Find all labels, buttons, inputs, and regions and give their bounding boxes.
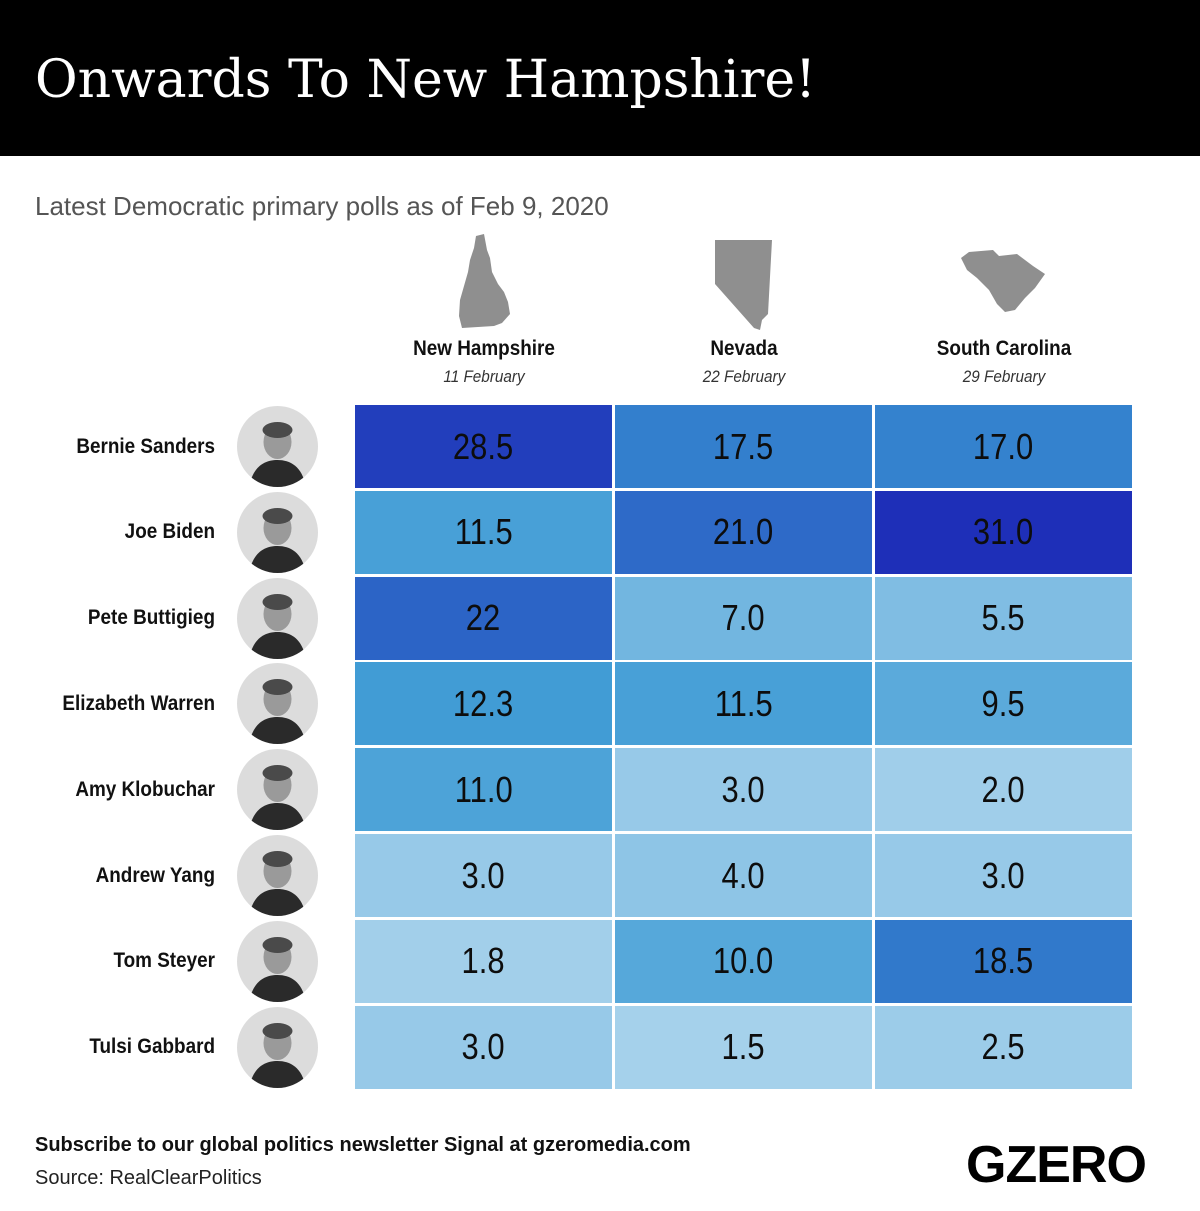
poll-cell-tulsi-gabbard-new-hampshire: 3.0 — [355, 1005, 612, 1089]
poll-value: 3.0 — [461, 854, 506, 896]
poll-value: 21.0 — [713, 511, 774, 553]
candidate-name-tom-steyer: Tom Steyer — [113, 949, 215, 973]
poll-value: 1.8 — [461, 940, 506, 982]
poll-value: 11.0 — [454, 768, 513, 810]
poll-value: 22 — [466, 597, 501, 639]
poll-cell-elizabeth-warren-south-carolina: 9.5 — [875, 662, 1132, 746]
poll-cell-tom-steyer-south-carolina: 18.5 — [875, 919, 1132, 1003]
source-note: Source: RealClearPolitics — [35, 1167, 262, 1189]
column-date: 29 February — [962, 367, 1046, 386]
poll-cell-amy-klobuchar-nevada: 3.0 — [615, 748, 872, 832]
poll-value: 11.5 — [714, 682, 773, 724]
avatar-elizabeth-warren — [237, 663, 318, 745]
poll-cell-amy-klobuchar-south-carolina: 2.0 — [875, 748, 1132, 832]
poll-value: 3.0 — [981, 854, 1026, 896]
poll-cell-tulsi-gabbard-nevada: 1.5 — [615, 1005, 872, 1089]
avatar-joe-biden — [237, 491, 318, 573]
candidate-name-bernie-sanders: Bernie Sanders — [76, 434, 215, 458]
poll-value: 28.5 — [453, 425, 514, 467]
poll-value: 5.5 — [981, 597, 1026, 639]
poll-cell-elizabeth-warren-nevada: 11.5 — [615, 662, 872, 746]
candidate-name-tulsi-gabbard: Tulsi Gabbard — [89, 1035, 215, 1059]
poll-cell-amy-klobuchar-new-hampshire: 11.0 — [355, 748, 612, 832]
column-date: 22 February — [702, 367, 786, 386]
poll-value: 18.5 — [973, 940, 1034, 982]
poll-cell-bernie-sanders-new-hampshire: 28.5 — [355, 405, 612, 488]
poll-cell-andrew-yang-south-carolina: 3.0 — [875, 834, 1132, 917]
candidate-name-elizabeth-warren: Elizabeth Warren — [62, 691, 215, 715]
poll-cell-pete-buttigieg-south-carolina: 5.5 — [875, 576, 1132, 660]
poll-value: 9.5 — [981, 682, 1026, 724]
avatar-bernie-sanders — [237, 406, 318, 487]
candidate-name-joe-biden: Joe Biden — [124, 520, 215, 544]
poll-cell-andrew-yang-new-hampshire: 3.0 — [355, 834, 612, 917]
poll-cell-bernie-sanders-nevada: 17.5 — [615, 405, 872, 488]
newsletter-note: Subscribe to our global politics newslet… — [35, 1134, 691, 1156]
nevada-map-icon — [715, 240, 772, 330]
column-header-new-hampshire: New Hampshire 11 February — [355, 228, 613, 386]
candidate-name-amy-klobuchar: Amy Klobuchar — [75, 777, 215, 801]
poll-value: 7.0 — [721, 597, 766, 639]
avatar-tulsi-gabbard — [237, 1006, 318, 1088]
south-carolina-map-icon — [961, 250, 1045, 312]
poll-value: 12.3 — [453, 682, 514, 724]
candidate-name-pete-buttigieg: Pete Buttigieg — [87, 606, 215, 630]
page-subtitle: Latest Democratic primary polls as of Fe… — [35, 191, 609, 221]
poll-cell-bernie-sanders-south-carolina: 17.0 — [875, 405, 1132, 488]
poll-value: 3.0 — [461, 1026, 506, 1068]
poll-cell-joe-biden-south-carolina: 31.0 — [875, 490, 1132, 574]
poll-cell-joe-biden-new-hampshire: 11.5 — [355, 490, 612, 574]
poll-cell-pete-buttigieg-new-hampshire: 22 — [355, 576, 612, 660]
page-title: Onwards To New Hampshire! — [35, 50, 817, 110]
poll-value: 17.0 — [973, 425, 1034, 467]
poll-value: 3.0 — [721, 768, 766, 810]
gzero-logo: GZERO — [966, 1136, 1147, 1194]
avatar-amy-klobuchar — [237, 749, 318, 831]
poll-value: 10.0 — [713, 940, 774, 982]
poll-cell-joe-biden-nevada: 21.0 — [615, 490, 872, 574]
poll-cell-andrew-yang-nevada: 4.0 — [615, 834, 872, 917]
poll-value: 2.5 — [981, 1026, 1026, 1068]
column-name: Nevada — [710, 337, 778, 360]
poll-value: 17.5 — [713, 425, 774, 467]
column-header-south-carolina: South Carolina 29 February — [875, 228, 1133, 386]
candidate-name-andrew-yang: Andrew Yang — [95, 863, 215, 887]
poll-cell-elizabeth-warren-new-hampshire: 12.3 — [355, 662, 612, 746]
title-banner: Onwards To New Hampshire! — [0, 0, 1200, 156]
column-header-nevada: Nevada 22 February — [615, 228, 873, 386]
poll-value: 11.5 — [454, 511, 513, 553]
column-date: 11 February — [443, 367, 525, 386]
avatar-andrew-yang — [237, 835, 318, 916]
poll-cell-tom-steyer-new-hampshire: 1.8 — [355, 919, 612, 1003]
avatar-pete-buttigieg — [237, 577, 318, 659]
poll-value: 4.0 — [721, 854, 766, 896]
poll-value: 2.0 — [981, 768, 1026, 810]
poll-value: 31.0 — [973, 511, 1034, 553]
avatar-tom-steyer — [237, 920, 318, 1002]
poll-value: 1.5 — [721, 1026, 766, 1068]
column-name: New Hampshire — [413, 337, 555, 360]
poll-cell-tom-steyer-nevada: 10.0 — [615, 919, 872, 1003]
poll-cell-tulsi-gabbard-south-carolina: 2.5 — [875, 1005, 1132, 1089]
column-name: South Carolina — [936, 337, 1072, 360]
poll-cell-pete-buttigieg-nevada: 7.0 — [615, 576, 872, 660]
new-hampshire-map-icon — [459, 234, 510, 328]
